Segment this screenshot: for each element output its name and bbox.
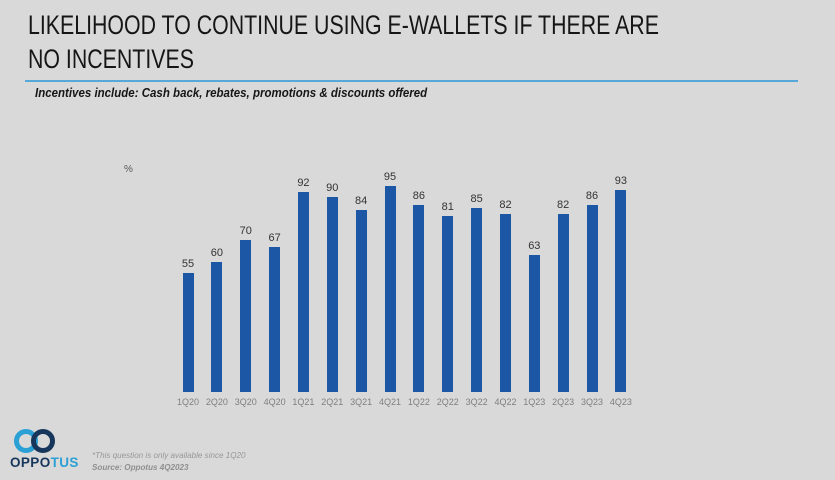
x-axis-label: 4Q20: [263, 397, 286, 407]
bar: [528, 255, 540, 392]
x-axis-label: 2Q21: [321, 397, 344, 407]
x-axis-label: 1Q22: [407, 397, 430, 407]
bar-group: 55: [174, 258, 202, 392]
x-axis-label: 3Q20: [234, 397, 257, 407]
bar: [615, 190, 627, 392]
bar: [586, 205, 598, 392]
bar-group: 63: [520, 240, 548, 392]
bar-group: 82: [491, 199, 519, 392]
bar-value-label: 86: [585, 190, 599, 203]
bar-group: 70: [232, 225, 260, 392]
bar: [471, 207, 483, 392]
y-axis-unit-label: %: [124, 164, 133, 175]
page-title: LIKELIHOOD TO CONTINUE USING E-WALLETS I…: [28, 8, 659, 76]
x-axis-label: 2Q23: [552, 397, 575, 407]
oppotus-logo-text: OPPOTUS: [10, 455, 79, 470]
bar-value-label: 82: [557, 199, 570, 212]
bar: [442, 216, 454, 392]
bar-value-label: 81: [441, 201, 454, 214]
x-axis-label: 1Q23: [523, 397, 546, 407]
bar-group: 95: [376, 171, 404, 392]
bar: [297, 192, 309, 392]
x-axis-label: 4Q22: [494, 397, 517, 407]
bar: [240, 240, 252, 392]
bar: [413, 205, 425, 392]
logo-circle-right: [31, 429, 55, 453]
x-axis-label: 2Q22: [436, 397, 459, 407]
chart-subtitle: Incentives include: Cash back, rebates, …: [35, 86, 428, 100]
bar: [384, 185, 396, 392]
footnotes: *This question is only available since 1…: [92, 450, 246, 473]
bar-value-label: 67: [268, 231, 281, 244]
bar-group: 92: [289, 177, 317, 392]
bar-group: 93: [607, 175, 635, 392]
bar-value-label: 92: [297, 177, 310, 190]
page-title-line2: NO INCENTIVES: [28, 44, 194, 74]
footnote-source: Source: Oppotus 4Q2023: [92, 461, 189, 472]
bar-value-label: 86: [412, 190, 425, 203]
x-axis-label: 2Q20: [205, 397, 228, 407]
x-axis-label: 3Q22: [465, 397, 488, 407]
x-axis-label: 3Q23: [581, 397, 604, 407]
bar-group: 85: [463, 193, 491, 392]
bar-value-label: 84: [355, 194, 368, 207]
bars: 55 60 70 67 92 90 84 95 86 81 85 82 63 82 86 93: [174, 160, 635, 392]
x-axis-label: 3Q21: [350, 397, 373, 407]
bar-group: 60: [203, 247, 231, 392]
bar: [326, 196, 338, 392]
page-title-line1: LIKELIHOOD TO CONTINUE USING E-WALLETS I…: [28, 10, 659, 40]
bar-group: 90: [318, 182, 346, 392]
bar: [211, 261, 223, 392]
bar-value-label: 60: [210, 246, 223, 259]
bar-group: 81: [434, 201, 462, 392]
bar-value-label: 82: [499, 199, 512, 212]
x-axis-label: 4Q21: [379, 397, 402, 407]
bar-value-label: 55: [181, 257, 195, 270]
x-axis-labels: 1Q20 2Q20 3Q20 4Q20 1Q21 2Q21 3Q21 4Q21 1Q22 2Q22…: [174, 397, 635, 407]
infinity-logo-icon: [14, 429, 55, 453]
x-axis-label: 1Q20: [176, 397, 200, 407]
bar-value-label: 95: [383, 170, 397, 183]
bar: [499, 214, 511, 392]
bar-value-label: 90: [326, 181, 339, 194]
bar: [182, 272, 194, 392]
bar-value-label: 93: [614, 175, 628, 188]
bar-group: 86: [578, 190, 606, 392]
bar-value-label: 70: [239, 225, 252, 238]
bar-group: 82: [549, 199, 577, 392]
logo-text-secondary: TUS: [50, 455, 79, 470]
x-axis-label: 1Q21: [292, 397, 315, 407]
bar-group: 84: [347, 195, 375, 392]
title-divider: [25, 80, 798, 82]
bar-value-label: 85: [470, 192, 483, 205]
bar-value-label: 63: [528, 240, 541, 253]
footnote-availability: *This question is only available since 1…: [92, 450, 246, 460]
bar-chart: 55 60 70 67 92 90 84 95 86 81 85 82 63 82 86 93 1Q20 2Q2…: [174, 160, 635, 407]
bar-group: 67: [261, 232, 289, 392]
bar-group: 86: [405, 190, 433, 392]
bar: [557, 214, 569, 392]
oppotus-logo: [12, 428, 64, 460]
x-axis-label: 4Q23: [609, 397, 632, 407]
bar: [269, 246, 281, 392]
logo-text-primary: OPPO: [10, 455, 51, 470]
bar: [355, 209, 367, 392]
